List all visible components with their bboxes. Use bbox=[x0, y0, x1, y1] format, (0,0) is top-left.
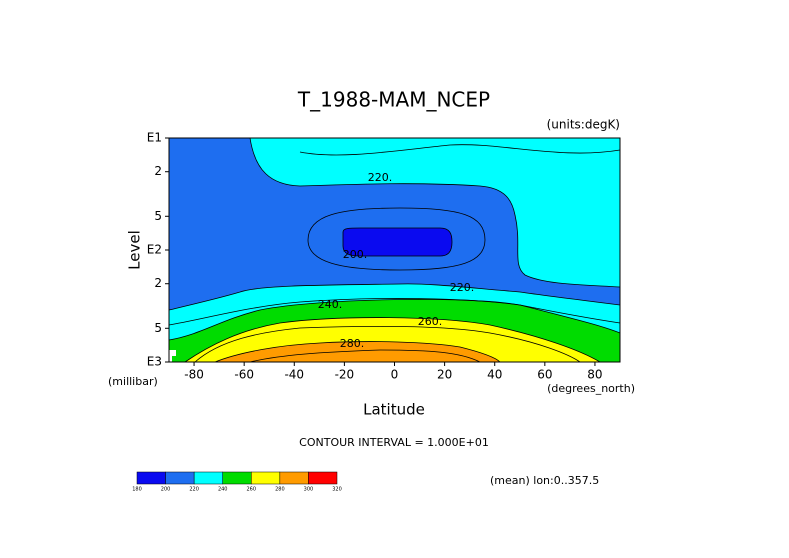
contour-label: 220. bbox=[450, 281, 475, 294]
y-tick-label: 2 bbox=[154, 276, 162, 290]
y-tick-label: 5 bbox=[154, 209, 162, 223]
contour-line bbox=[194, 326, 581, 363]
colorbar-box bbox=[222, 471, 252, 485]
colorbar-label: 200 bbox=[161, 487, 171, 493]
colorbar-box bbox=[251, 471, 281, 485]
contour-label: 260. bbox=[418, 315, 443, 328]
colorbar-label: 260 bbox=[247, 487, 257, 493]
y-tick-label: E1 bbox=[147, 131, 162, 145]
mask bbox=[169, 350, 176, 362]
x-tick-label: -80 bbox=[184, 368, 204, 382]
x-tick-label: 80 bbox=[587, 368, 602, 382]
y-tick-label: 5 bbox=[154, 321, 162, 335]
colorbar-box bbox=[136, 471, 166, 485]
x-tick-label: 20 bbox=[437, 368, 452, 382]
x-tick-label: 40 bbox=[487, 368, 502, 382]
contour-region bbox=[342, 227, 453, 257]
contour-label: 280. bbox=[340, 337, 365, 350]
y-tick-label: 2 bbox=[154, 164, 162, 178]
colorbar-label: 240 bbox=[218, 487, 228, 493]
x-axis-label: Latitude bbox=[363, 401, 425, 419]
x-tick-label: -60 bbox=[234, 368, 254, 382]
chart-title: T_1988-MAM_NCEP bbox=[297, 88, 490, 112]
y-unit: (millibar) bbox=[108, 375, 158, 388]
x-tick-label: -40 bbox=[284, 368, 304, 382]
x-unit: (degrees_north) bbox=[547, 382, 635, 395]
contour-label: 200. bbox=[343, 248, 368, 261]
units: (units:degK) bbox=[547, 118, 620, 132]
footer: (mean) lon:0..357.5 bbox=[490, 474, 599, 487]
contour-interval: CONTOUR INTERVAL = 1.000E+01 bbox=[299, 436, 489, 449]
contour-line bbox=[168, 298, 621, 326]
y-axis-label: Level bbox=[126, 230, 144, 270]
colorbar-label: 180 bbox=[132, 487, 142, 493]
colorbar-label: 300 bbox=[304, 487, 314, 493]
colorbar-label: 280 bbox=[275, 487, 285, 493]
contour-line bbox=[249, 349, 481, 363]
contour-region bbox=[168, 137, 621, 311]
contour-line bbox=[299, 144, 621, 156]
colorbar-box bbox=[279, 471, 309, 485]
x-tick-label: 0 bbox=[391, 368, 399, 382]
contour-label: 220. bbox=[368, 171, 393, 184]
colorbar-label: 220 bbox=[189, 487, 199, 493]
y-tick-label: E3 bbox=[147, 355, 162, 369]
x-tick-label: 60 bbox=[537, 368, 552, 382]
colorbar-box bbox=[193, 471, 223, 485]
colorbar-box bbox=[308, 471, 338, 485]
contour-region bbox=[214, 341, 501, 363]
colorbar-label: 320 bbox=[332, 487, 342, 493]
x-tick-label: -20 bbox=[335, 368, 355, 382]
contour-line bbox=[307, 207, 486, 271]
colorbar-box bbox=[165, 471, 195, 485]
contour-label: 240. bbox=[318, 298, 343, 311]
y-tick-label: E2 bbox=[147, 243, 162, 257]
